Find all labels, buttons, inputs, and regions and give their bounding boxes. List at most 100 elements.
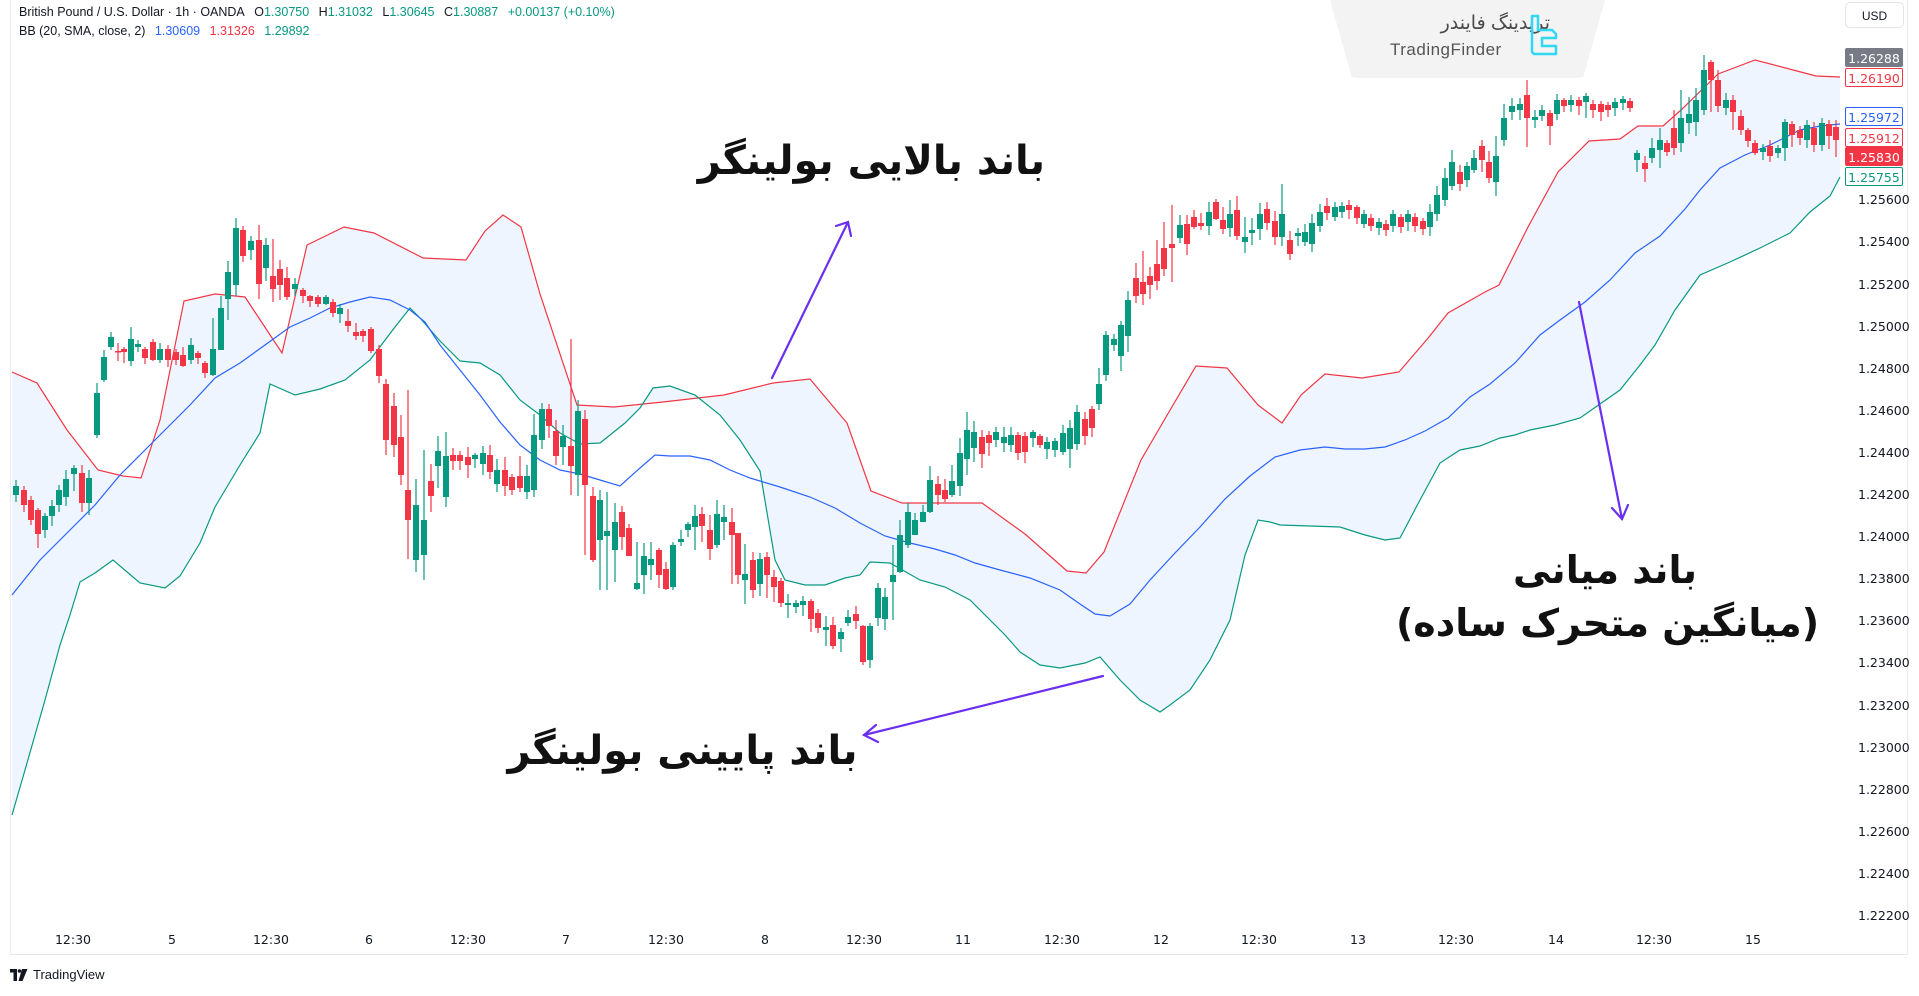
candle-body	[582, 419, 588, 485]
candle-body	[1030, 432, 1036, 438]
candle-body	[1804, 125, 1810, 140]
candle-body	[957, 453, 963, 486]
candle-body	[502, 470, 508, 486]
time-tick-label: 12:30	[252, 932, 290, 947]
candle-body	[1789, 124, 1795, 135]
symbol-legend[interactable]: British Pound / U.S. Dollar · 1h · OANDA…	[19, 5, 621, 19]
indicator-title[interactable]: BB (20, SMA, close, 2)	[19, 24, 146, 38]
time-tick-label: 12:30	[647, 932, 685, 947]
candle-body	[685, 524, 691, 530]
time-tick-label: 8	[761, 932, 769, 947]
price-tick-label: 1.24800	[1858, 360, 1910, 376]
candle-body	[405, 490, 411, 520]
chart-frame[interactable]	[10, 0, 1908, 955]
time-tick-label: 12:30	[449, 932, 487, 947]
candle-body	[1008, 435, 1014, 445]
bb-upper-value: 1.31326	[209, 24, 255, 38]
candle-body	[353, 332, 359, 336]
candle-body	[942, 490, 948, 499]
candle-body	[553, 431, 559, 456]
candle-body	[1169, 244, 1175, 248]
candle-body	[1708, 62, 1714, 80]
candle-body	[692, 516, 698, 527]
candle-body	[1161, 248, 1167, 269]
candle-body	[793, 603, 799, 607]
time-tick-label: 7	[562, 932, 570, 947]
candle-body	[1022, 436, 1028, 452]
candle-body	[1693, 100, 1699, 122]
arrow-to-middle-label	[1577, 300, 1630, 522]
candle-body	[188, 345, 194, 360]
candle-body	[1568, 100, 1574, 105]
candle-body	[1096, 384, 1102, 404]
candle-body	[1486, 162, 1492, 178]
candle-body	[1767, 146, 1773, 156]
price-tick-label: 1.25400	[1858, 234, 1910, 250]
candle-body	[1242, 237, 1248, 242]
time-tick-label: 13	[1350, 932, 1366, 947]
candle-body	[398, 437, 404, 475]
candle-body	[867, 626, 873, 660]
candle-body	[1317, 212, 1323, 226]
time-tick-label: 6	[365, 932, 373, 947]
candle-body	[233, 228, 239, 285]
candle-body	[307, 296, 313, 301]
symbol-title[interactable]: British Pound / U.S. Dollar · 1h · OANDA	[19, 5, 245, 19]
candle-body	[1354, 207, 1360, 218]
candle-body	[263, 245, 269, 268]
candle-body	[277, 269, 283, 285]
currency-button[interactable]: USD	[1845, 2, 1904, 28]
candle-body	[256, 240, 262, 284]
candle-body	[875, 588, 881, 618]
candle-body	[330, 302, 336, 313]
candle-body	[860, 626, 866, 662]
candle-body	[1257, 214, 1263, 229]
candle-body	[240, 230, 246, 256]
candle-body	[1434, 195, 1440, 214]
candle-body	[1220, 220, 1226, 229]
candle-body	[1649, 148, 1655, 158]
price-tag-upper: 1.26190	[1845, 68, 1903, 87]
candle-body	[742, 574, 748, 580]
candle-body	[1198, 223, 1204, 226]
candle-body	[619, 512, 625, 537]
price-tick-label: 1.22800	[1858, 781, 1910, 797]
close-label: C	[444, 5, 454, 19]
candle-body	[1302, 232, 1308, 242]
tradingview-brand[interactable]: TradingView	[10, 967, 105, 982]
candle-body	[79, 473, 85, 503]
time-tick-label: 12:30	[54, 932, 92, 947]
close-value: 1.30887	[453, 5, 499, 19]
open-label: O	[254, 5, 264, 19]
time-tick-label: 12:30	[1240, 932, 1278, 947]
candle-body	[101, 357, 107, 380]
price-tag-basis: 1.25972	[1845, 107, 1903, 126]
candle-body	[1147, 276, 1153, 285]
candle-body	[764, 557, 770, 575]
candle-body	[1074, 412, 1080, 444]
candle-body	[663, 569, 669, 589]
candle-body	[1234, 210, 1240, 236]
candle-body	[435, 451, 441, 466]
candle-body	[49, 506, 55, 516]
candle-body	[360, 331, 366, 336]
candle-body	[853, 614, 859, 621]
time-tick-label: 12:30	[1043, 932, 1081, 947]
time-tick-label: 12:30	[1635, 932, 1673, 947]
open-value: 1.30750	[264, 5, 310, 19]
candle-body	[180, 355, 186, 366]
indicator-legend[interactable]: BB (20, SMA, close, 2) 1.30609 1.31326 1…	[19, 24, 315, 38]
candle-body	[912, 520, 918, 535]
candlestick-series	[13, 55, 1839, 668]
middle-band-annotation-subtitle: (میانگین متحرک ساده)	[1395, 601, 1820, 645]
candle-body	[1287, 240, 1293, 254]
candle-body	[1060, 433, 1066, 452]
candle-body	[443, 456, 449, 497]
candle-body	[1368, 218, 1374, 226]
price-tick-label: 1.25200	[1858, 276, 1910, 292]
candle-body	[248, 241, 254, 250]
candle-body	[1547, 113, 1553, 126]
candle-body	[830, 625, 836, 646]
candle-body	[1479, 146, 1485, 160]
